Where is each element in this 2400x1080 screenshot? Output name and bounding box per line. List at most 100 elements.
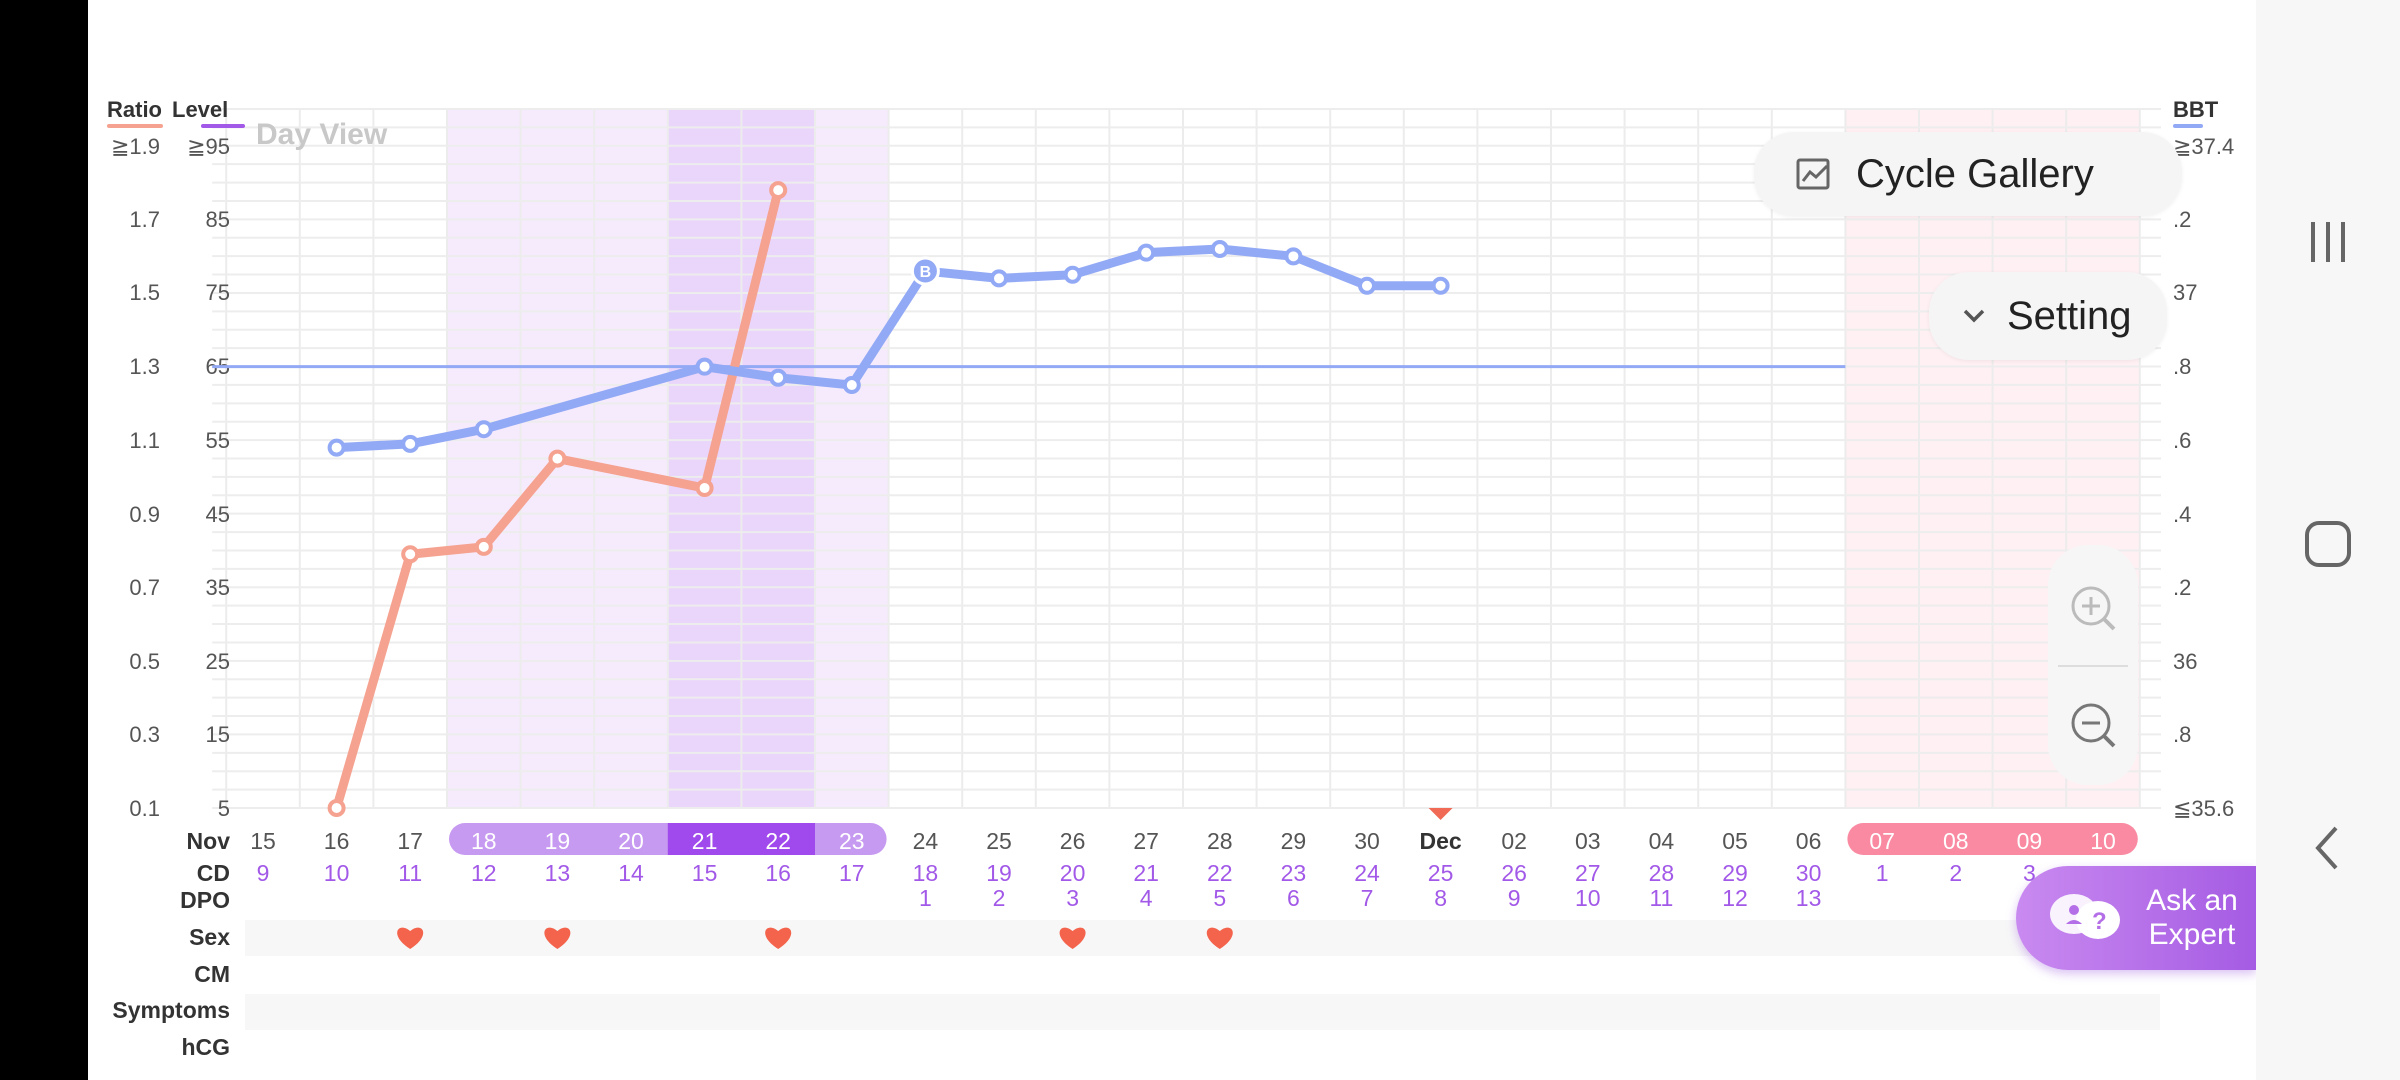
cd-value: 11 (398, 860, 422, 886)
bbt-point[interactable] (1210, 239, 1229, 258)
ask-expert-button[interactable]: ? Ask an Expert (2016, 866, 2256, 970)
bbt-point[interactable] (401, 434, 420, 453)
date-label: 18 (471, 828, 497, 854)
date-label: 17 (397, 828, 423, 854)
date-label: 27 (1133, 828, 1159, 854)
date-label: 10 (2090, 828, 2116, 854)
cd-value: 20 (1060, 860, 1086, 886)
bbt-tick-label: .4 (2173, 502, 2191, 527)
bbt-point[interactable] (327, 438, 346, 457)
ratio-tick-label: 0.7 (129, 575, 160, 600)
cd-value: 2 (1949, 860, 1962, 886)
level-legend-swatch (201, 124, 245, 128)
date-label: 26 (1060, 828, 1086, 854)
cycle-gallery-button[interactable]: Cycle Gallery (1754, 132, 2182, 216)
dpo-value: 11 (1649, 885, 1673, 911)
bbt-point[interactable] (1063, 265, 1082, 284)
dpo-value: 4 (1140, 885, 1153, 911)
date-label: 21 (692, 828, 718, 854)
ratio-tick-label: ≧1.9 (111, 134, 160, 159)
ratio-tick-label: 0.1 (129, 796, 160, 821)
ratio-point[interactable] (695, 479, 714, 498)
date-label: 04 (1649, 828, 1675, 854)
bbt-tick-label: .6 (2173, 428, 2191, 453)
dpo-value: 5 (1213, 885, 1226, 911)
navigation-bar (2256, 0, 2400, 1080)
month-label: Nov (187, 828, 231, 854)
bbt-point[interactable] (842, 376, 861, 395)
cd-value: 24 (1354, 860, 1380, 886)
date-label: 25 (986, 828, 1012, 854)
heart-icon[interactable] (397, 927, 424, 949)
level-tick-label: 15 (206, 722, 230, 747)
bbt-marker-label: B (920, 264, 932, 281)
ratio-point[interactable] (548, 449, 567, 468)
period-date-pill (1847, 823, 2138, 855)
bbt-point[interactable] (1284, 247, 1303, 266)
cd-value: 16 (765, 860, 791, 886)
dpo-value: 9 (1508, 885, 1521, 911)
cd-value: 23 (1281, 860, 1307, 886)
ratio-point[interactable] (769, 181, 788, 200)
cd-value: 22 (1207, 860, 1233, 886)
bbt-tick-label: .2 (2173, 575, 2191, 600)
date-label: 09 (2017, 828, 2043, 854)
bbt-point[interactable] (1431, 276, 1450, 295)
bbt-point[interactable] (1358, 276, 1376, 295)
bbt-tick-label: ≧37.4 (2173, 134, 2234, 159)
level-tick-label: 75 (206, 280, 230, 305)
ratio-point[interactable] (474, 537, 493, 556)
cd-value: 21 (1133, 860, 1159, 886)
date-label: Dec (1419, 828, 1461, 854)
bbt-point[interactable] (990, 269, 1008, 288)
cd-value: 13 (545, 860, 571, 886)
chart-app: ≧1.9 1.7 1.5 1.3 1.1 0.9 0.7 0.5 0.3 0.1 ≧95 85 75 65… (88, 0, 2256, 1080)
ratio-tick-label: 0.9 (129, 502, 160, 527)
level-tick-label: 5 (218, 796, 230, 821)
zoom-divider (2058, 665, 2128, 667)
cd-value: 9 (257, 860, 270, 886)
back-button[interactable] (2296, 816, 2360, 880)
ratio-point[interactable] (401, 545, 420, 564)
level-tick-label: ≧95 (187, 134, 230, 159)
bbt-marker-b[interactable] (910, 256, 940, 286)
dpo-value: 6 (1287, 885, 1300, 911)
dpo-value: 10 (1575, 885, 1601, 911)
symptoms-row-bg (245, 994, 2160, 1030)
setting-button[interactable]: Setting (1929, 272, 2167, 360)
chevron-down-icon (1963, 309, 1985, 323)
bbt-point[interactable] (1137, 243, 1156, 262)
recent-apps-button[interactable] (2296, 210, 2360, 274)
date-label: 24 (913, 828, 939, 854)
bbt-point[interactable] (769, 368, 788, 387)
sex-row-label: Sex (189, 924, 230, 950)
cd-value: 19 (986, 860, 1012, 886)
cd-value: 10 (324, 860, 350, 886)
heart-icon[interactable] (544, 927, 571, 949)
ask-expert-label: Ask an Expert (2132, 884, 2252, 952)
cycle-chart[interactable]: ≧1.91.71.51.31.10.90.70.50.30.1≧95857565… (88, 0, 2256, 1080)
date-label: 15 (250, 828, 276, 854)
heart-icon[interactable] (765, 927, 792, 949)
zoom-out-icon[interactable] (2048, 665, 2138, 785)
today-marker (1428, 808, 1453, 820)
symptoms-row-label: Symptoms (112, 997, 230, 1023)
dpo-value: 2 (993, 885, 1006, 911)
cd-value: 28 (1649, 860, 1675, 886)
ratio-point[interactable] (327, 799, 346, 817)
zoom-controls (2048, 545, 2138, 785)
bbt-point[interactable] (474, 420, 493, 439)
date-label: 07 (1869, 828, 1895, 854)
zoom-in-icon[interactable] (2048, 545, 2138, 665)
dpo-value: 7 (1361, 885, 1374, 911)
ratio-tick-label: 1.1 (129, 428, 160, 453)
cd-value: 12 (471, 860, 497, 886)
date-label: 05 (1722, 828, 1748, 854)
heart-icon[interactable] (1059, 927, 1086, 949)
bbt-point[interactable] (695, 357, 714, 376)
date-label: 19 (545, 828, 571, 854)
cd-value: 1 (1876, 860, 1889, 886)
heart-icon[interactable] (1206, 927, 1233, 949)
level-legend-label: Level (172, 97, 229, 122)
home-button[interactable] (2296, 512, 2360, 576)
